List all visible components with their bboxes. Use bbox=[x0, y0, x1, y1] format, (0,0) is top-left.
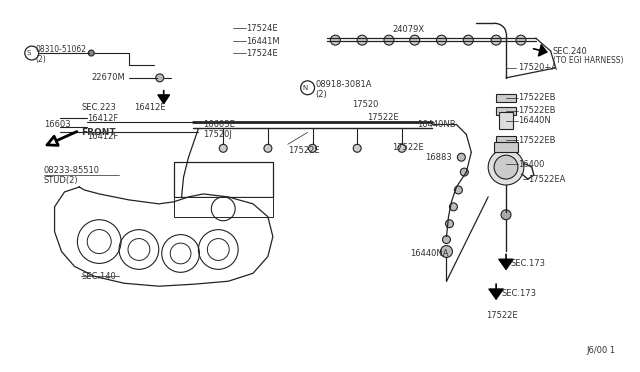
Text: 16603E: 16603E bbox=[204, 120, 236, 129]
Circle shape bbox=[440, 246, 452, 257]
Circle shape bbox=[501, 210, 511, 220]
Text: 17522EA: 17522EA bbox=[528, 174, 565, 183]
Text: SEC.223: SEC.223 bbox=[81, 103, 116, 112]
Text: 17520J: 17520J bbox=[204, 130, 232, 139]
Text: 17522EB: 17522EB bbox=[518, 106, 556, 115]
Text: 08918-3081A: 08918-3081A bbox=[316, 80, 372, 89]
Bar bbox=[173, 162, 273, 197]
Circle shape bbox=[454, 186, 462, 194]
Circle shape bbox=[449, 203, 458, 211]
Circle shape bbox=[436, 35, 447, 45]
Text: S: S bbox=[27, 50, 31, 56]
Text: 16440NB: 16440NB bbox=[417, 120, 455, 129]
Text: SEC.240: SEC.240 bbox=[553, 46, 588, 55]
Circle shape bbox=[330, 35, 340, 45]
Bar bbox=[496, 137, 516, 144]
Bar bbox=[494, 142, 518, 152]
Circle shape bbox=[357, 35, 367, 45]
Text: (2): (2) bbox=[316, 90, 327, 99]
Circle shape bbox=[460, 168, 468, 176]
Circle shape bbox=[384, 35, 394, 45]
Circle shape bbox=[220, 144, 227, 152]
Bar bbox=[173, 197, 273, 217]
Text: 17522E: 17522E bbox=[288, 146, 319, 155]
Text: (TO EGI HARNESS): (TO EGI HARNESS) bbox=[553, 57, 623, 65]
Bar bbox=[496, 107, 516, 115]
Circle shape bbox=[494, 155, 518, 179]
Circle shape bbox=[488, 149, 524, 185]
Text: (2): (2) bbox=[36, 55, 47, 64]
Text: 16603: 16603 bbox=[44, 120, 70, 129]
Circle shape bbox=[398, 144, 406, 152]
Text: J6/00 1: J6/00 1 bbox=[586, 346, 615, 355]
Circle shape bbox=[353, 144, 361, 152]
Circle shape bbox=[516, 35, 526, 45]
Text: STUD(2): STUD(2) bbox=[44, 176, 78, 185]
Text: 16440NA: 16440NA bbox=[410, 249, 448, 258]
Text: 16400: 16400 bbox=[518, 160, 544, 169]
Text: 08310-51062: 08310-51062 bbox=[36, 45, 86, 54]
Text: SEC.173: SEC.173 bbox=[501, 289, 536, 298]
Text: 16412F: 16412F bbox=[87, 132, 118, 141]
Bar bbox=[496, 94, 516, 102]
Text: 17524E: 17524E bbox=[246, 48, 278, 58]
Text: 17520+A: 17520+A bbox=[518, 64, 557, 73]
Text: 16440N: 16440N bbox=[518, 116, 550, 125]
Text: 16441M: 16441M bbox=[246, 36, 280, 46]
Text: FRONT: FRONT bbox=[81, 128, 116, 137]
Text: 17522EB: 17522EB bbox=[518, 93, 556, 102]
Text: 22670M: 22670M bbox=[92, 73, 125, 82]
Text: SEC.140: SEC.140 bbox=[81, 272, 116, 281]
Text: SEC.173: SEC.173 bbox=[511, 259, 546, 268]
Circle shape bbox=[458, 153, 465, 161]
Circle shape bbox=[463, 35, 474, 45]
Text: 17522E: 17522E bbox=[486, 311, 518, 321]
Circle shape bbox=[88, 50, 94, 56]
Text: 17522E: 17522E bbox=[367, 113, 399, 122]
Text: N: N bbox=[302, 85, 307, 91]
Circle shape bbox=[156, 74, 164, 82]
Text: 24079X: 24079X bbox=[392, 25, 424, 34]
Circle shape bbox=[442, 235, 451, 244]
Text: 17522E: 17522E bbox=[392, 143, 424, 152]
Text: 17522EB: 17522EB bbox=[518, 136, 556, 145]
Circle shape bbox=[410, 35, 420, 45]
Circle shape bbox=[445, 220, 453, 228]
Text: 16412F: 16412F bbox=[87, 114, 118, 123]
Text: 17524E: 17524E bbox=[246, 24, 278, 33]
Bar bbox=[499, 112, 513, 129]
Text: 16412E: 16412E bbox=[134, 103, 166, 112]
Circle shape bbox=[491, 35, 501, 45]
Text: 17520: 17520 bbox=[352, 100, 379, 109]
Circle shape bbox=[308, 144, 317, 152]
Text: 16883: 16883 bbox=[425, 153, 451, 162]
Text: 08233-85510: 08233-85510 bbox=[44, 166, 100, 174]
Circle shape bbox=[264, 144, 272, 152]
